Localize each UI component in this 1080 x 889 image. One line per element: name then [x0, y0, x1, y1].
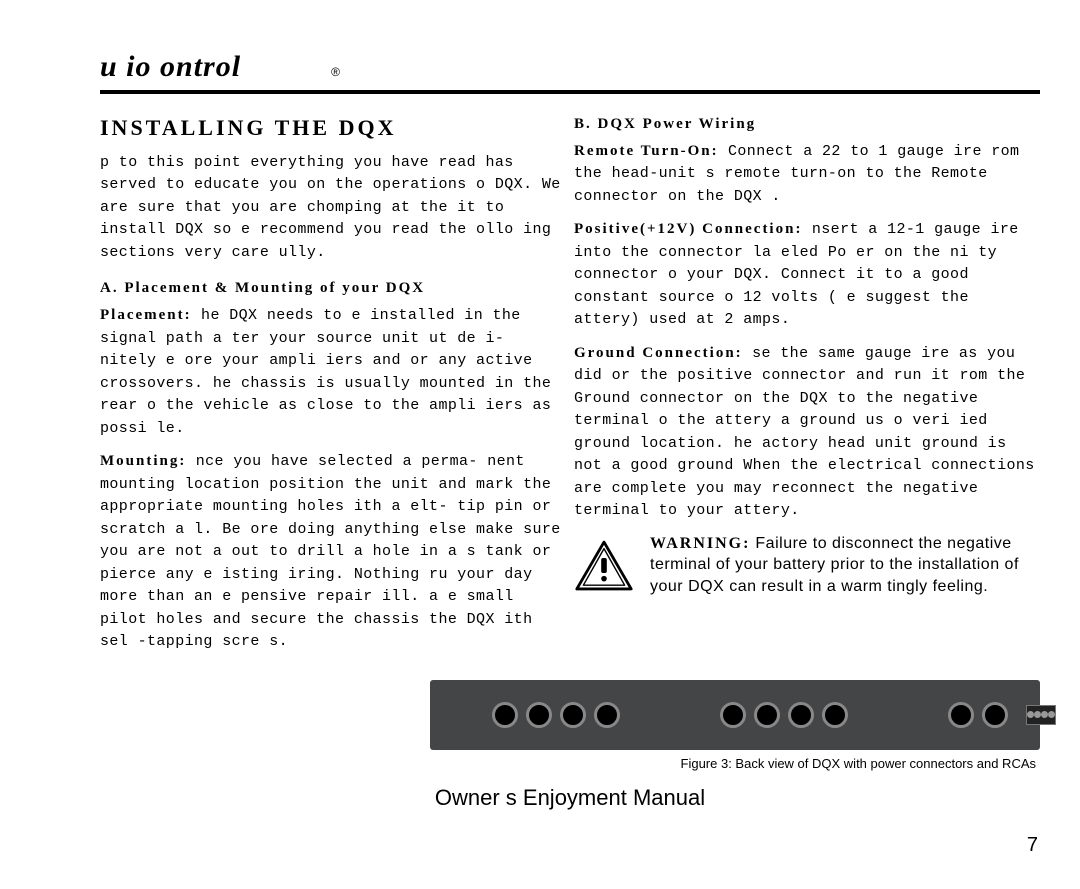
intro-paragraph: p to this point everything you have read… — [100, 152, 566, 265]
right-column: B. DQX Power Wiring Remote Turn-On: Conn… — [574, 112, 1040, 664]
rca-group-left — [492, 702, 620, 728]
brand-name: u io ontrol — [100, 50, 241, 84]
screw-icon — [1048, 711, 1055, 718]
rca-jack — [754, 702, 780, 728]
rca-jack — [720, 702, 746, 728]
figure-caption: Figure 3: Back view of DQX with power co… — [681, 756, 1040, 771]
warning-label: WARNING: — [650, 535, 750, 552]
rca-jack — [948, 702, 974, 728]
positive-paragraph: Positive(+12V) Connection: nsert a 12-1 … — [574, 218, 1040, 332]
rca-jack — [526, 702, 552, 728]
page: u io ontrol ® INSTALLING THE DQX p to th… — [0, 0, 1080, 889]
main-heading: INSTALLING THE DQX — [100, 112, 566, 144]
ground-paragraph: Ground Connection: se the same gauge ire… — [574, 342, 1040, 523]
screw-icon — [1034, 711, 1041, 718]
left-column: INSTALLING THE DQX p to this point every… — [100, 112, 574, 664]
placement-label: Placement: — [100, 307, 192, 323]
power-connector — [1026, 705, 1056, 725]
rca-group-mid — [720, 702, 848, 728]
registered-mark: ® — [331, 65, 340, 79]
ground-text: se the same gauge ire as you did or the … — [574, 345, 1035, 520]
rca-jack — [492, 702, 518, 728]
rca-jack — [594, 702, 620, 728]
section-a-heading: A. Placement & Mounting of your DQX — [100, 278, 566, 300]
ground-label: Ground Connection: — [574, 345, 743, 361]
rca-jack — [788, 702, 814, 728]
device-figure: Figure 3: Back view of DQX with power co… — [430, 680, 1040, 771]
content-columns: INSTALLING THE DQX p to this point every… — [100, 112, 1040, 664]
mounting-text: nce you have selected a perma- nent moun… — [100, 453, 561, 650]
page-number: 7 — [1027, 834, 1038, 857]
positive-text: nsert a 12-1 gauge ire into the connecto… — [574, 221, 1019, 328]
rca-jack — [982, 702, 1008, 728]
mounting-paragraph: Mounting: nce you have selected a perma-… — [100, 450, 566, 654]
footer-title: Owner s Enjoyment Manual — [100, 785, 1040, 811]
screw-icon — [1027, 711, 1034, 718]
positive-label: Positive(+12V) Connection: — [574, 221, 802, 237]
screw-icon — [1041, 711, 1048, 718]
warning-block: WARNING: Failure to disconnect the negat… — [574, 533, 1040, 598]
rca-jack — [822, 702, 848, 728]
rca-group-right — [948, 702, 1008, 728]
device-back-panel — [430, 680, 1040, 750]
remote-label: Remote Turn-On: — [574, 143, 719, 159]
warning-text: WARNING: Failure to disconnect the negat… — [650, 533, 1040, 598]
page-header: u io ontrol ® — [100, 50, 1040, 84]
warning-icon — [574, 538, 634, 593]
section-b-heading: B. DQX Power Wiring — [574, 114, 1040, 136]
placement-text: he DQX needs to e installed in the signa… — [100, 307, 551, 437]
mounting-label: Mounting: — [100, 453, 186, 469]
remote-paragraph: Remote Turn-On: Connect a 22 to 1 gauge … — [574, 140, 1040, 209]
placement-paragraph: Placement: he DQX needs to e installed i… — [100, 304, 566, 440]
header-rule — [100, 90, 1040, 94]
rca-jack — [560, 702, 586, 728]
